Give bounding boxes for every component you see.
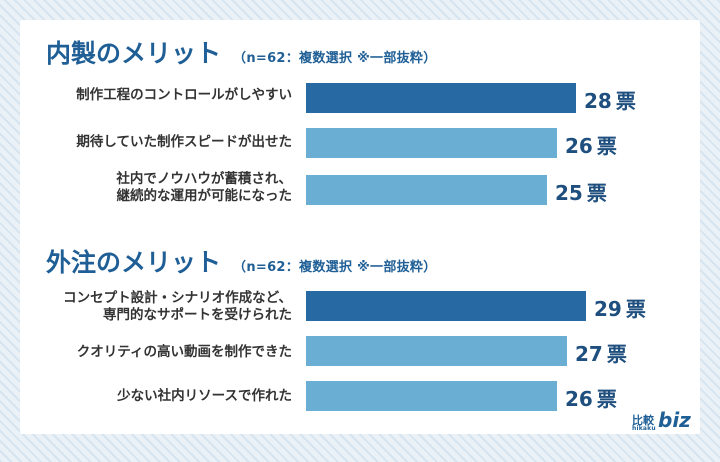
section-title-outsource: 外注のメリット （n=62：複数選択 ※一部抜粋） (46, 248, 437, 277)
logo-kanji: 比較 (632, 414, 654, 427)
logo-biz: biz (658, 408, 691, 432)
section-title-insource: 内製のメリット （n=62：複数選択 ※一部抜粋） (46, 39, 437, 68)
bar-value-outsource-1: 29 票 (594, 297, 646, 321)
bar-insource-3 (306, 175, 547, 205)
bar-insource-1 (306, 83, 576, 113)
row-label-outsource-1: コンセプト設計・シナリオ作成など、 専門的なサポートを受けられた (63, 290, 292, 324)
row-label-insource-3-line1: 社内でノウハウが蓄積され、 (116, 171, 292, 187)
bar-value-outsource-3: 26 票 (565, 387, 617, 411)
logo-sub: hikaku (632, 425, 656, 432)
row-label-outsource-1-line1: コンセプト設計・シナリオ作成など、 (63, 290, 292, 306)
bar-outsource-1 (306, 291, 586, 321)
row-label-insource-1: 制作工程のコントロールがしやすい (76, 87, 292, 103)
bar-insource-2 (306, 128, 557, 158)
row-label-insource-2: 期待していた制作スピードが出せた (76, 134, 292, 150)
row-label-outsource-1-line2: 専門的なサポートを受けられた (103, 307, 292, 323)
bar-value-insource-2: 26 票 (565, 134, 617, 158)
section-note-insource: （n=62：複数選択 ※一部抜粋） (233, 51, 437, 66)
bar-value-insource-3: 25 票 (555, 181, 607, 205)
bar-value-outsource-2: 27 票 (575, 342, 627, 366)
row-label-outsource-3: 少ない社内リソースで作れた (117, 388, 292, 404)
bar-outsource-3 (306, 381, 557, 411)
row-label-outsource-2: クオリティの高い動画を制作できた (76, 344, 292, 360)
row-label-insource-3-line2: 継続的な運用が可能になった (116, 188, 293, 204)
section-note-outsource: （n=62：複数選択 ※一部抜粋） (233, 260, 437, 275)
bar-value-insource-1: 28 票 (584, 89, 636, 113)
row-label-insource-3: 社内でノウハウが蓄積され、 継続的な運用が可能になった (116, 171, 292, 205)
bar-outsource-2 (306, 336, 567, 366)
